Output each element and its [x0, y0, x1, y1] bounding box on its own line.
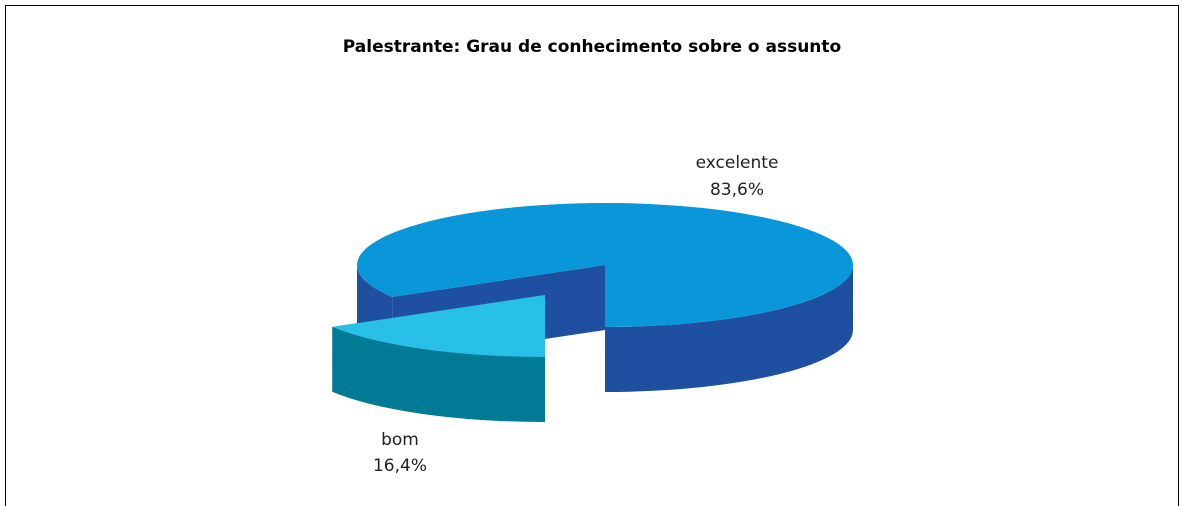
slice-value-label: 16,4%	[373, 456, 427, 476]
slice	[332, 295, 545, 357]
slice-side	[605, 265, 853, 392]
chart-title: Palestrante: Grau de conhecimento sobre …	[343, 37, 841, 57]
slice-label: bom	[381, 430, 419, 450]
frame	[5, 5, 1179, 506]
slice-label: excelente	[696, 153, 779, 173]
slice-value-label: 83,6%	[710, 180, 764, 200]
slice	[356, 202, 853, 327]
